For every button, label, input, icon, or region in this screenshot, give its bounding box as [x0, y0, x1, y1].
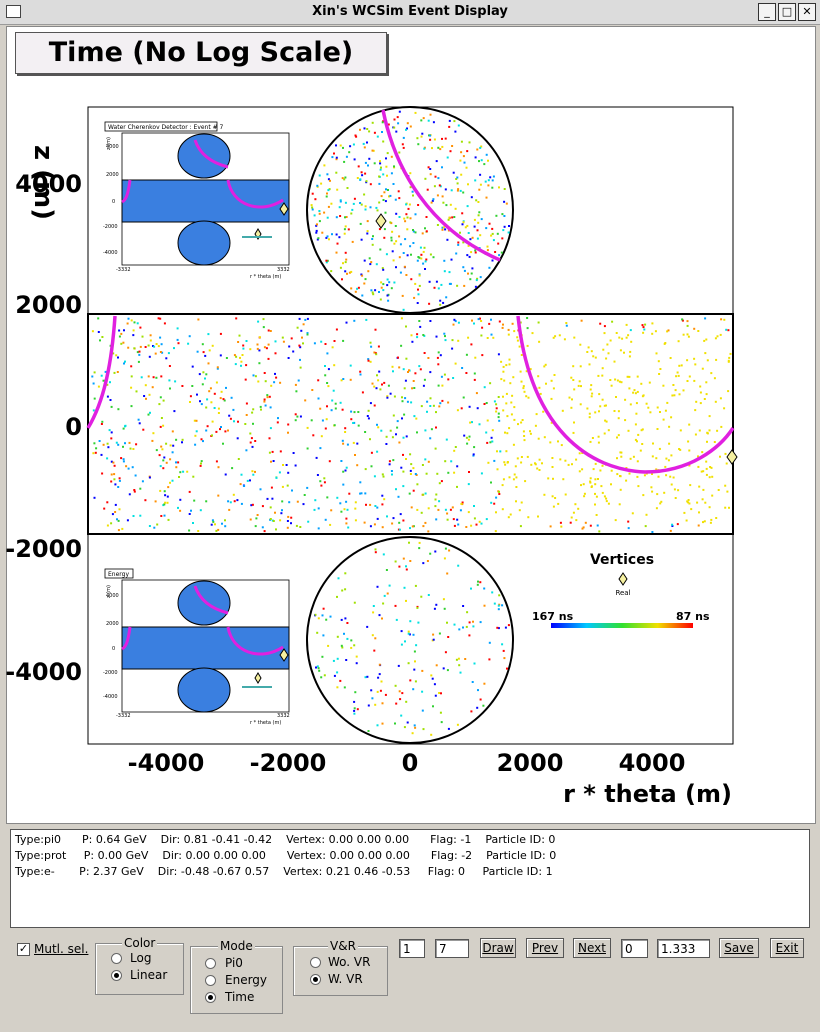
color-group-label: Color [122, 936, 157, 950]
inset-x-label: r * theta (m) [250, 274, 281, 280]
particle-line: Type:e- P: 2.37 GeV Dir: -0.48 -0.67 0.5… [15, 865, 553, 878]
mode-energy-radio[interactable] [205, 975, 216, 986]
x-tick: 0 [402, 749, 419, 777]
ring-arc-left [88, 316, 115, 428]
mode-group-label: Mode [218, 939, 255, 953]
inset-top-cap [178, 581, 230, 625]
colorbar [551, 623, 693, 628]
vertex-marker [255, 673, 261, 683]
x-tick: 2000 [497, 749, 564, 777]
inset-x-label: r * theta (m) [250, 720, 281, 726]
inset-x-tick: -3332 [116, 713, 131, 719]
event-plot[interactable]: Water Cherenkov Detector : Event # 7 400… [0, 0, 820, 830]
save-button[interactable]: Save [719, 938, 759, 958]
inset-x-tick: -3332 [116, 267, 131, 273]
vr-group: V&R [293, 946, 388, 996]
wo-vr-label: Wo. VR [328, 955, 370, 969]
colorbar-min-label: 167 ns [532, 610, 574, 623]
color-log-label: Log [130, 951, 151, 965]
inset-bottom: Energy 4000 2000 0 -2000 -4000 -3332 333… [103, 569, 290, 726]
inset-y-tick: 0 [112, 646, 115, 652]
inset-y-label: z (m) [106, 137, 112, 150]
legend-title: Vertices [590, 552, 654, 568]
x-tick: -2000 [250, 749, 327, 777]
ring-arc-top [383, 110, 500, 260]
y-tick: 4000 [15, 170, 82, 198]
inset-y-tick: -4000 [103, 694, 118, 700]
canvas-title: Time (No Log Scale) [15, 32, 387, 74]
inset-top-title: Water Cherenkov Detector : Event # 7 [108, 124, 224, 131]
color-log-radio[interactable] [111, 953, 122, 964]
top-cap [307, 107, 513, 313]
event-field[interactable]: 7 [435, 939, 469, 958]
mutl-sel-checkbox[interactable]: ✓ [17, 943, 30, 956]
wo-vr-radio[interactable] [310, 957, 321, 968]
mode-pi0-radio[interactable] [205, 958, 216, 969]
w-vr-radio[interactable] [310, 974, 321, 985]
inset-barrel [122, 627, 289, 669]
inset-y-tick: 0 [112, 199, 115, 205]
inset-barrel [122, 180, 289, 222]
particle-line: Type:prot P: 0.00 GeV Dir: 0.00 0.00 0.0… [15, 849, 556, 862]
color-linear-label: Linear [130, 968, 167, 982]
inset-y-tick: 2000 [106, 172, 119, 178]
inset-top: Water Cherenkov Detector : Event # 7 400… [103, 122, 290, 280]
ring-arc-right [518, 316, 733, 472]
mode-pi0-label: Pi0 [225, 956, 243, 970]
run-field[interactable]: 1 [399, 939, 425, 958]
y-tick: 2000 [15, 291, 82, 319]
particle-info-panel: Type:pi0 P: 0.64 GeV Dir: 0.81 -0.41 -0.… [10, 829, 810, 928]
color-linear-radio[interactable] [111, 970, 122, 981]
y-tick: -4000 [5, 658, 82, 686]
legend-item: Real [615, 589, 630, 597]
x-tick: 4000 [619, 749, 686, 777]
draw-button[interactable]: Draw [480, 938, 516, 958]
particle-line: Type:pi0 P: 0.64 GeV Dir: 0.81 -0.41 -0.… [15, 833, 555, 846]
scale-field[interactable]: 1.333 [657, 939, 710, 958]
bottom-cap [307, 537, 513, 743]
exit-button[interactable]: Exit [770, 938, 804, 958]
inset-colorbar [242, 236, 272, 238]
mode-time-label: Time [225, 990, 254, 1004]
y-tick: -2000 [5, 535, 82, 563]
x-tick: -4000 [128, 749, 205, 777]
vertex-marker [727, 450, 737, 464]
inset-y-tick: -4000 [103, 250, 118, 256]
inset-bottom-title: Energy [108, 571, 129, 578]
index-field[interactable]: 0 [621, 939, 648, 958]
inset-x-tick: 3332 [277, 267, 290, 273]
y-tick: 0 [65, 413, 82, 441]
next-button[interactable]: Next [573, 938, 611, 958]
inset-colorbar [242, 686, 272, 688]
prev-button[interactable]: Prev [526, 938, 564, 958]
inset-bottom-cap [178, 668, 230, 712]
mutl-sel-label: Mutl. sel. [34, 942, 88, 956]
inset-y-tick: 2000 [106, 621, 119, 627]
inset-y-tick: -2000 [103, 224, 118, 230]
inset-y-label: z (m) [106, 585, 112, 598]
legend-vertex-icon [619, 573, 627, 585]
mode-time-radio[interactable] [205, 992, 216, 1003]
w-vr-label: W. VR [328, 972, 363, 986]
inset-x-tick: 3332 [277, 713, 290, 719]
inset-bottom-cap [178, 221, 230, 265]
vertex-marker [376, 214, 386, 228]
colorbar-max-label: 87 ns [676, 610, 710, 623]
inset-y-tick: -2000 [103, 670, 118, 676]
vr-group-label: V&R [328, 939, 358, 953]
x-axis-label: r * theta (m) [563, 780, 732, 808]
mode-energy-label: Energy [225, 973, 267, 987]
